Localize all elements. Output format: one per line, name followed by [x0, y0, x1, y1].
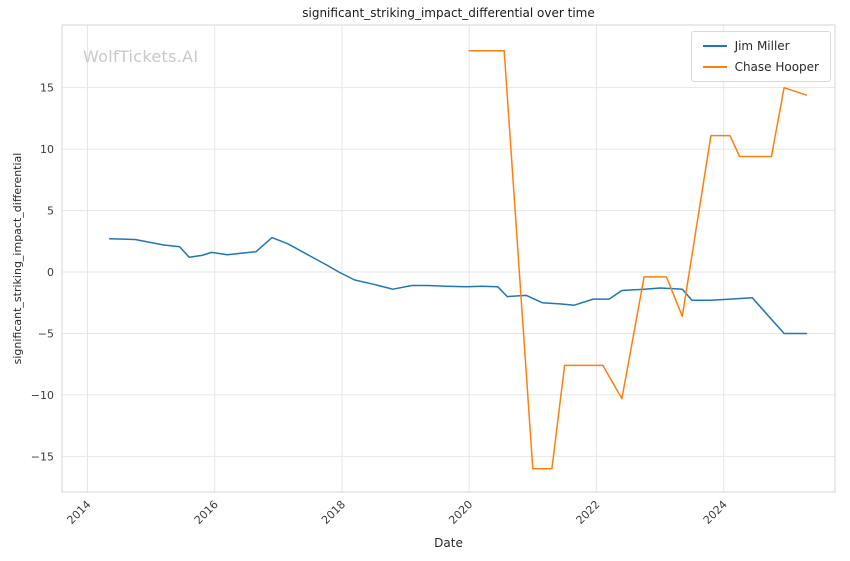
y-tick-label: 5 — [47, 205, 54, 218]
series-line-chase-hooper — [468, 50, 808, 470]
y-tick-label: −10 — [31, 389, 54, 402]
x-tick-label: 2024 — [701, 498, 730, 527]
x-tick-label: 2014 — [65, 498, 94, 527]
y-tick-label: −5 — [38, 327, 54, 340]
y-tick-label: 0 — [47, 266, 54, 279]
x-axis-label: Date — [434, 536, 463, 550]
y-tick-label: 10 — [40, 143, 54, 156]
chart-title: significant_striking_impact_differential… — [302, 6, 595, 20]
y-tick-label: −15 — [31, 450, 54, 463]
series-line-jim-miller — [108, 236, 808, 335]
x-tick-label: 2022 — [574, 498, 603, 527]
legend-label-chase-hooper: Chase Hooper — [734, 60, 819, 74]
watermark: WolfTickets.AI — [83, 47, 199, 66]
x-tick-label: 2016 — [192, 498, 221, 527]
legend-line-swatch-jim-miller — [702, 45, 727, 47]
y-axis-label: significant_striking_impact_differential — [11, 152, 24, 365]
legend-label-jim-miller: Jim Miller — [734, 39, 790, 53]
plot-border — [61, 24, 836, 493]
legend: Jim Miller Chase Hooper — [690, 31, 831, 82]
legend-item-chase-hooper: Chase Hooper — [702, 60, 819, 74]
legend-line-swatch-chase-hooper — [702, 66, 727, 68]
y-tick-label: 15 — [40, 82, 54, 95]
x-tick-label: 2018 — [319, 498, 348, 527]
x-tick-label: 2020 — [446, 498, 475, 527]
legend-item-jim-miller: Jim Miller — [702, 39, 819, 53]
